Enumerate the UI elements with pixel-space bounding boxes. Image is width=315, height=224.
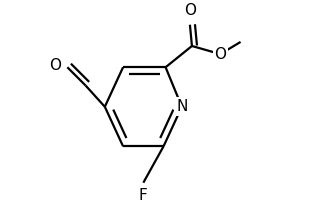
Text: O: O — [214, 47, 226, 62]
Text: O: O — [49, 58, 61, 73]
Text: N: N — [176, 99, 187, 114]
Text: F: F — [139, 188, 148, 203]
Text: O: O — [184, 3, 196, 18]
